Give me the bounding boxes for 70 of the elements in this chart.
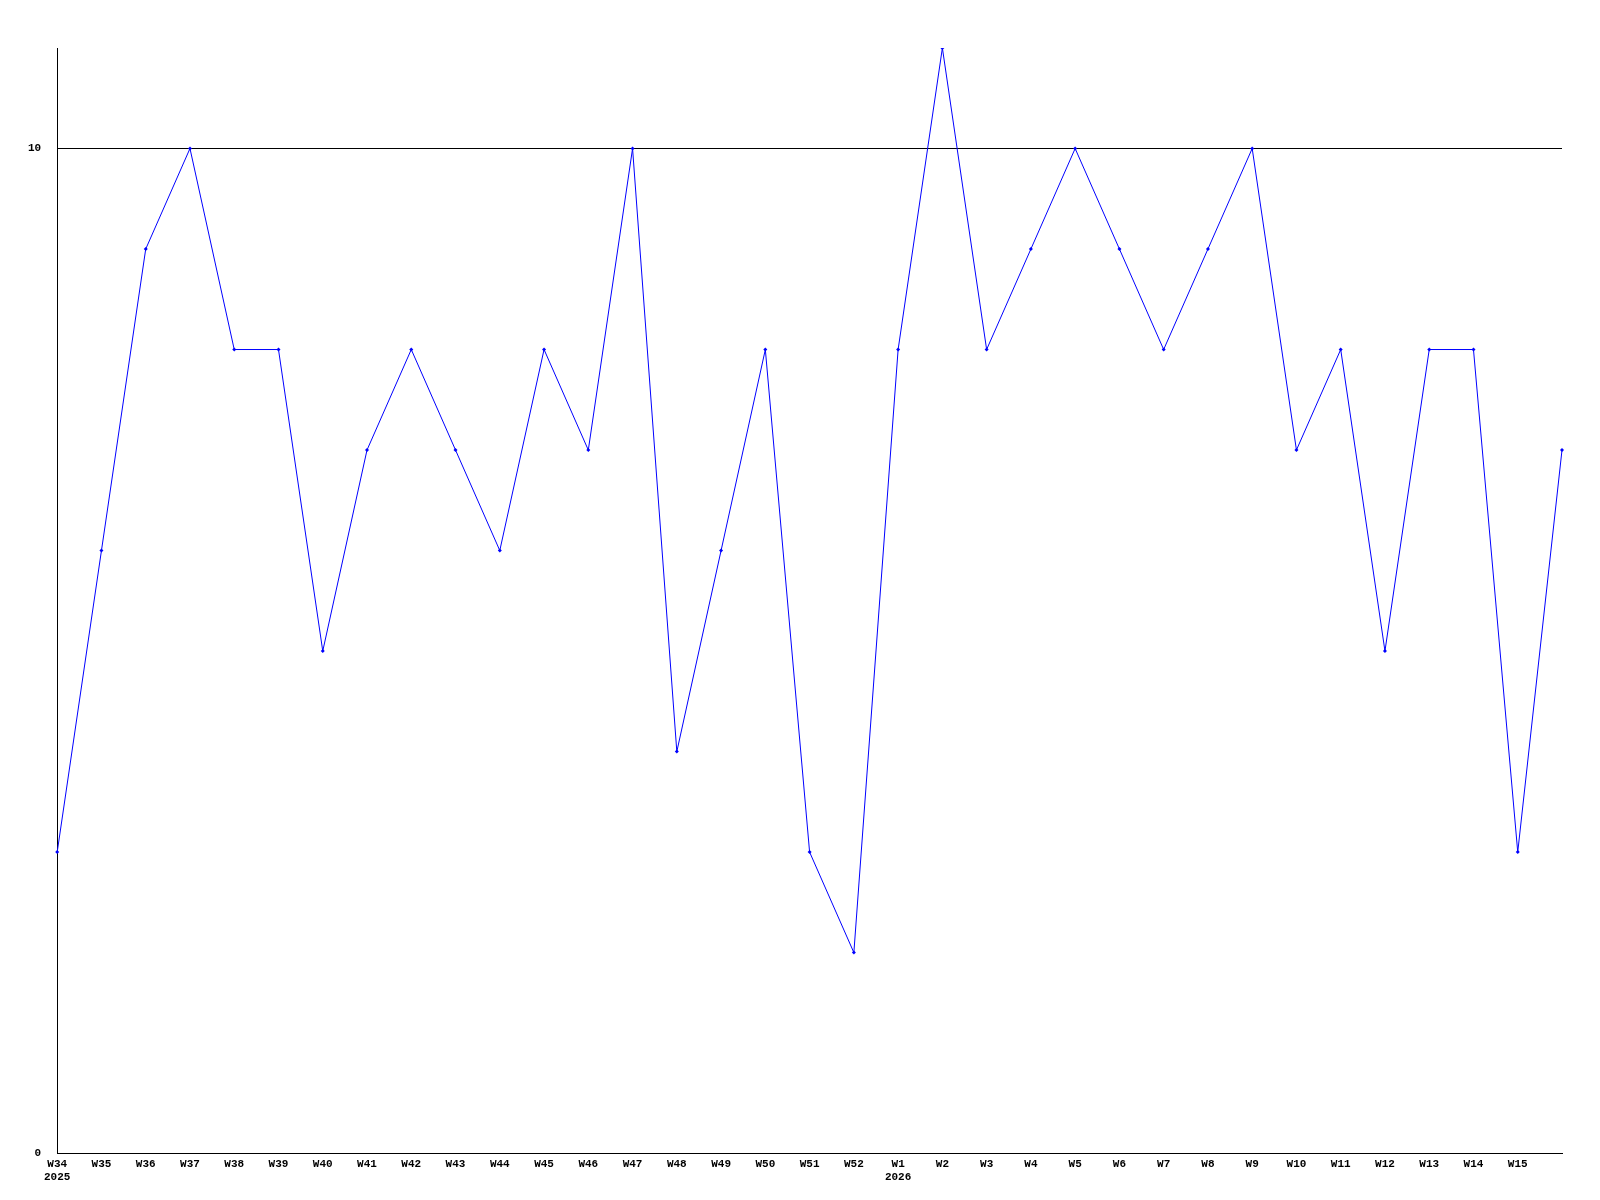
point bbox=[1205, 247, 1210, 252]
point bbox=[630, 146, 635, 151]
x-tick-label: W7 bbox=[1157, 1157, 1171, 1170]
x-tick-label: W38 bbox=[224, 1157, 245, 1170]
x-tick-label: W11 bbox=[1330, 1157, 1351, 1170]
x-tick-label: W51 bbox=[799, 1157, 820, 1170]
y-tick-label: 0 bbox=[34, 1147, 42, 1160]
x-tick-label: W6 bbox=[1112, 1157, 1127, 1170]
point bbox=[1073, 146, 1078, 151]
x-tick-label: W42 bbox=[401, 1157, 422, 1170]
x-tick-label: W1 2026 bbox=[884, 1157, 912, 1184]
point bbox=[984, 347, 989, 352]
point bbox=[409, 347, 414, 352]
point bbox=[1117, 247, 1122, 252]
x-tick-label: W12 bbox=[1375, 1157, 1395, 1170]
point bbox=[1338, 347, 1343, 352]
x-tick-label: W44 bbox=[489, 1157, 511, 1170]
x-tick-label: W52 bbox=[843, 1157, 864, 1170]
y-tick-label: 10 bbox=[28, 142, 42, 155]
x-tick-label: W49 bbox=[711, 1157, 731, 1170]
point bbox=[807, 850, 812, 855]
point bbox=[1471, 347, 1476, 352]
x-tick-label: W37 bbox=[180, 1157, 200, 1170]
point bbox=[365, 448, 370, 453]
x-tick-label: W43 bbox=[445, 1157, 466, 1170]
x-tick-label: W35 bbox=[91, 1157, 112, 1170]
point bbox=[320, 649, 325, 654]
point bbox=[143, 247, 148, 252]
point bbox=[99, 548, 104, 553]
point bbox=[1294, 448, 1299, 453]
x-tick-label: W15 bbox=[1507, 1157, 1529, 1170]
point bbox=[1161, 347, 1166, 352]
x-tick-label: W47 bbox=[622, 1157, 643, 1170]
x-tick-label: W50 bbox=[755, 1157, 776, 1170]
point bbox=[896, 347, 901, 352]
x-tick-label: W48 bbox=[666, 1157, 688, 1170]
point bbox=[1250, 146, 1255, 151]
x-tick-label: W14 bbox=[1463, 1157, 1484, 1170]
x-tick-label: W5 bbox=[1068, 1157, 1083, 1170]
point bbox=[1515, 850, 1520, 855]
x-tick-label: W34 2025 bbox=[44, 1157, 71, 1184]
point bbox=[497, 548, 502, 553]
x-tick-label: W3 bbox=[980, 1157, 994, 1170]
x-tick-label: W41 bbox=[357, 1157, 378, 1170]
point bbox=[232, 347, 237, 352]
point bbox=[1028, 247, 1033, 252]
x-tick-label: W8 bbox=[1201, 1157, 1215, 1170]
x-tick-label: W40 bbox=[312, 1157, 333, 1170]
x-tick-label: W10 bbox=[1286, 1157, 1307, 1170]
point bbox=[851, 950, 856, 955]
point bbox=[1382, 649, 1387, 654]
x-tick-label: W39 bbox=[268, 1157, 289, 1170]
point bbox=[276, 347, 281, 352]
x-tick-label: W9 bbox=[1245, 1157, 1259, 1170]
point bbox=[674, 749, 679, 754]
point bbox=[1427, 347, 1432, 352]
x-tick-label: W46 bbox=[578, 1157, 599, 1170]
point bbox=[453, 448, 458, 453]
point bbox=[586, 448, 591, 453]
x-tick-label: W2 bbox=[935, 1157, 949, 1170]
point bbox=[55, 850, 60, 855]
x-tick-label: W36 bbox=[135, 1157, 156, 1170]
point bbox=[763, 347, 768, 352]
point bbox=[542, 347, 547, 352]
point bbox=[719, 548, 724, 553]
x-tick-label: W13 bbox=[1419, 1157, 1440, 1170]
point bbox=[1560, 448, 1564, 453]
point bbox=[187, 146, 192, 151]
x-tick-label: W45 bbox=[534, 1157, 555, 1170]
x-tick-label: W4 bbox=[1024, 1157, 1038, 1170]
